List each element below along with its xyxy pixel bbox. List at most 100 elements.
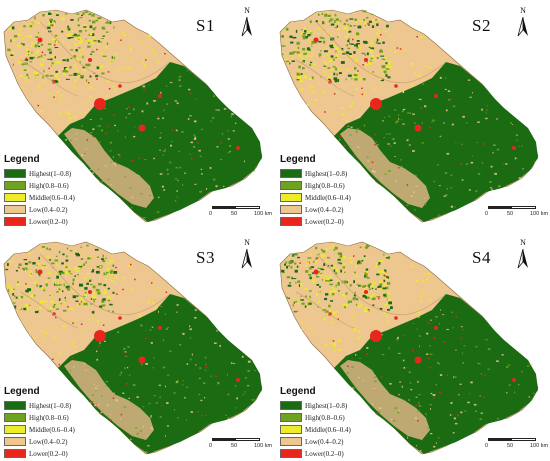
map-s3 xyxy=(3,241,263,455)
legend-item: Middle(0.6–0.4) xyxy=(280,192,400,203)
legend-label: Low(0.4–0.2) xyxy=(305,437,344,446)
scale-bar-graphic xyxy=(212,206,260,209)
legend-label: Lower(0.2–0) xyxy=(29,217,68,226)
legend-item: Low(0.4–0.2) xyxy=(280,204,400,215)
legend-item: Highest(1–0.8) xyxy=(280,168,400,179)
urban-area xyxy=(512,378,516,382)
scale-bar: 0 50 100 km xyxy=(208,436,272,454)
legend-label: Highest(1–0.8) xyxy=(305,169,348,178)
urban-area xyxy=(512,146,516,150)
river xyxy=(39,253,171,316)
legend-item: High(0.8–0.6) xyxy=(4,412,124,423)
scale-tick-label: 50 xyxy=(507,211,514,217)
legend-item: Highest(1–0.8) xyxy=(4,400,124,411)
legend-swatch xyxy=(280,169,302,178)
scale-tick-label: 0 xyxy=(485,211,489,217)
urban-area xyxy=(118,84,122,88)
legend-swatch xyxy=(4,181,26,190)
legend-title: Legend xyxy=(4,154,40,165)
map-panel-s1: S1 N Legend Highest(1–0.8) High(0.8–0.6) M… xyxy=(0,0,272,228)
legend-item: Lower(0.2–0) xyxy=(280,216,400,227)
legend-swatch xyxy=(4,193,26,202)
legend-item: Low(0.4–0.2) xyxy=(4,204,124,215)
scale-bar: 0 50 100 km xyxy=(484,204,548,222)
legend-label: Low(0.4–0.2) xyxy=(305,205,344,214)
legend-swatch xyxy=(4,449,26,458)
river xyxy=(295,291,355,329)
legend-swatch xyxy=(280,401,302,410)
legend-swatch xyxy=(280,205,302,214)
urban-area xyxy=(364,290,368,294)
legend-label: High(0.8–0.6) xyxy=(29,181,69,190)
scale-bar-graphic xyxy=(488,206,536,209)
legend-item: Low(0.4–0.2) xyxy=(280,436,400,447)
urban-area xyxy=(394,316,398,320)
legend-swatch xyxy=(4,437,26,446)
legend-label: Lower(0.2–0) xyxy=(305,449,344,458)
north-arrow-icon: N xyxy=(236,238,258,270)
map-panel-s2: S2 N Legend Highest(1–0.8) High(0.8–0.6) M… xyxy=(276,0,548,228)
legend-item: Middle(0.6–0.4) xyxy=(4,192,124,203)
legend-swatch xyxy=(4,413,26,422)
legend-swatch xyxy=(4,401,26,410)
river xyxy=(315,253,447,316)
urban-area xyxy=(37,269,43,275)
river xyxy=(315,21,447,84)
map-s1 xyxy=(3,9,263,223)
urban-area xyxy=(434,94,438,98)
legend-label: High(0.8–0.6) xyxy=(29,413,69,422)
legend-item: Middle(0.6–0.4) xyxy=(4,424,124,435)
river xyxy=(295,59,355,97)
legend-label: Low(0.4–0.2) xyxy=(29,205,68,214)
legend-label: Highest(1–0.8) xyxy=(29,169,72,178)
scale-tick-label: 0 xyxy=(209,211,213,217)
legend-item: High(0.8–0.6) xyxy=(280,412,400,423)
scale-tick-label: 100 km xyxy=(530,211,548,217)
scale-tick-label: 100 km xyxy=(530,443,548,449)
river xyxy=(19,291,79,329)
scenario-label: S4 xyxy=(472,248,491,267)
legend-item: Lower(0.2–0) xyxy=(4,216,124,227)
scale-bar-graphic xyxy=(488,438,536,441)
legend-label: High(0.8–0.6) xyxy=(305,413,345,422)
scale-tick-label: 50 xyxy=(507,443,514,449)
urban-area xyxy=(364,58,368,62)
scale-bar: 0 50 100 km xyxy=(208,204,272,222)
scale-tick-label: 50 xyxy=(231,443,238,449)
urban-area xyxy=(138,356,146,364)
river xyxy=(39,21,171,84)
legend-swatch xyxy=(4,169,26,178)
north-arrow-icon: N xyxy=(236,6,258,38)
legend-swatch xyxy=(280,449,302,458)
scale-tick-label: 0 xyxy=(209,443,213,449)
urban-area xyxy=(158,326,162,330)
scale-tick-label: 100 km xyxy=(254,443,272,449)
legend-item: Low(0.4–0.2) xyxy=(4,436,124,447)
scenario-label: S3 xyxy=(196,248,215,267)
scale-tick-label: 50 xyxy=(231,211,238,217)
urban-area xyxy=(88,58,92,62)
legend-label: Middle(0.6–0.4) xyxy=(29,193,75,202)
transition-zone xyxy=(64,360,154,440)
legend: Legend Highest(1–0.8) High(0.8–0.6) Middle… xyxy=(4,386,124,460)
legend: Legend Highest(1–0.8) High(0.8–0.6) Middle… xyxy=(280,154,400,228)
legend-label: Middle(0.6–0.4) xyxy=(305,193,351,202)
scale-tick-label: 0 xyxy=(485,443,489,449)
legend-swatch xyxy=(280,181,302,190)
scenario-label: S2 xyxy=(472,16,491,35)
legend-swatch xyxy=(280,425,302,434)
legend-item: High(0.8–0.6) xyxy=(280,180,400,191)
urban-area xyxy=(313,37,319,43)
urban-area xyxy=(236,146,240,150)
legend-label: High(0.8–0.6) xyxy=(305,181,345,190)
legend-item: Highest(1–0.8) xyxy=(280,400,400,411)
urban-area xyxy=(88,290,92,294)
north-arrow-icon: N xyxy=(512,6,534,38)
scale-tick-label: 100 km xyxy=(254,211,272,217)
legend-item: Lower(0.2–0) xyxy=(280,448,400,459)
river xyxy=(19,59,79,97)
urban-area xyxy=(394,84,398,88)
north-arrow-icon: N xyxy=(512,238,534,270)
legend-swatch xyxy=(4,425,26,434)
legend-swatch xyxy=(280,437,302,446)
